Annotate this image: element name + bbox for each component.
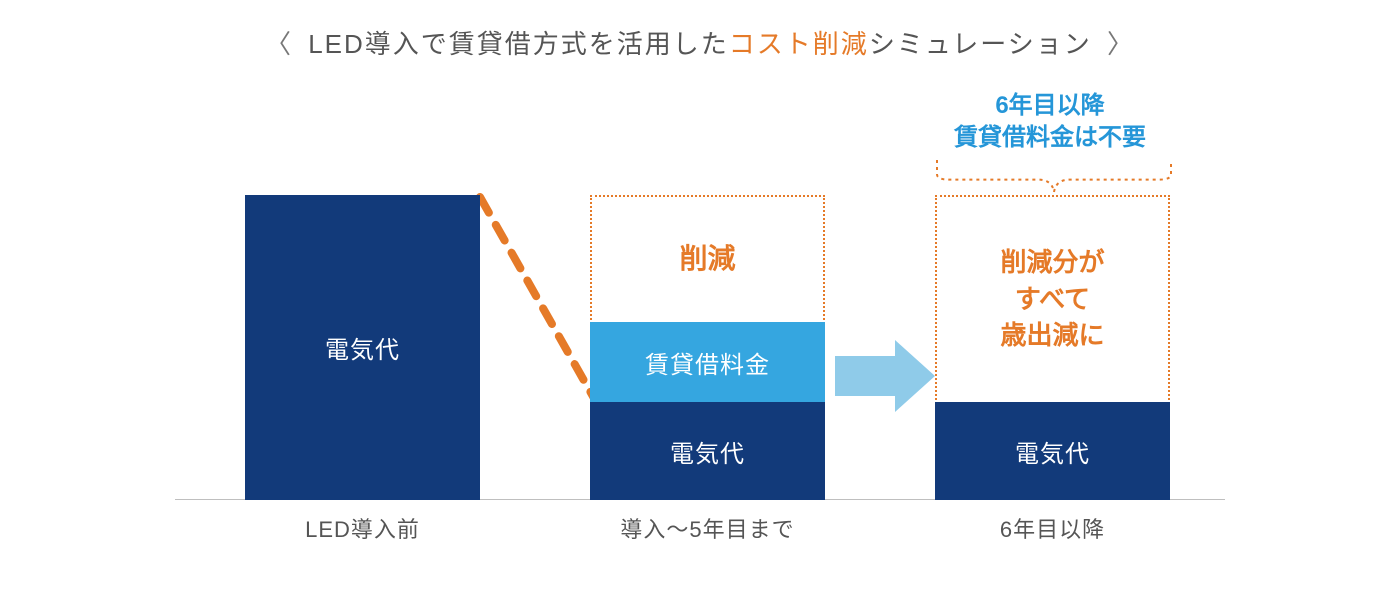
bar-column-1: 電気代賃貸借料金削減導入～5年目まで: [590, 195, 825, 500]
bar-column-0: 電気代LED導入前: [245, 195, 480, 500]
bracket-close: 〉: [1107, 29, 1135, 59]
axis-label: 導入～5年目まで: [590, 512, 825, 544]
title-prefix: LED導入で賃貸借方式を活用した: [308, 29, 729, 59]
axis-label: 6年目以降: [935, 512, 1170, 544]
chart-area: 電気代LED導入前電気代賃貸借料金削減導入～5年目まで電気代削減分がすべて歳出減…: [215, 195, 1185, 500]
chart-title: 〈 LED導入で賃貸借方式を活用したコスト削減シミュレーション 〉: [0, 24, 1400, 61]
reduction-label: 削減: [590, 237, 825, 277]
bracket-open: 〈: [265, 29, 293, 59]
callout-line2: 賃貸借料金は不要: [890, 122, 1210, 154]
bar-segment: 電気代: [590, 402, 825, 500]
bar-segment: 電気代: [245, 195, 480, 500]
bar-segment: 賃貸借料金: [590, 322, 825, 402]
title-highlight: コスト削減: [729, 29, 869, 59]
bar-column-2: 電気代削減分がすべて歳出減に6年目以降: [935, 195, 1170, 500]
axis-label: LED導入前: [245, 512, 480, 544]
callout-line1: 6年目以降: [890, 90, 1210, 122]
title-suffix: シミュレーション: [869, 29, 1092, 59]
savings-text: 削減分がすべて歳出減に: [935, 244, 1170, 353]
bar-segment: 電気代: [935, 402, 1170, 500]
arrow-icon: [835, 340, 935, 412]
callout-text: 6年目以降 賃貸借料金は不要: [890, 90, 1210, 155]
callout-bracket: [935, 158, 1173, 194]
